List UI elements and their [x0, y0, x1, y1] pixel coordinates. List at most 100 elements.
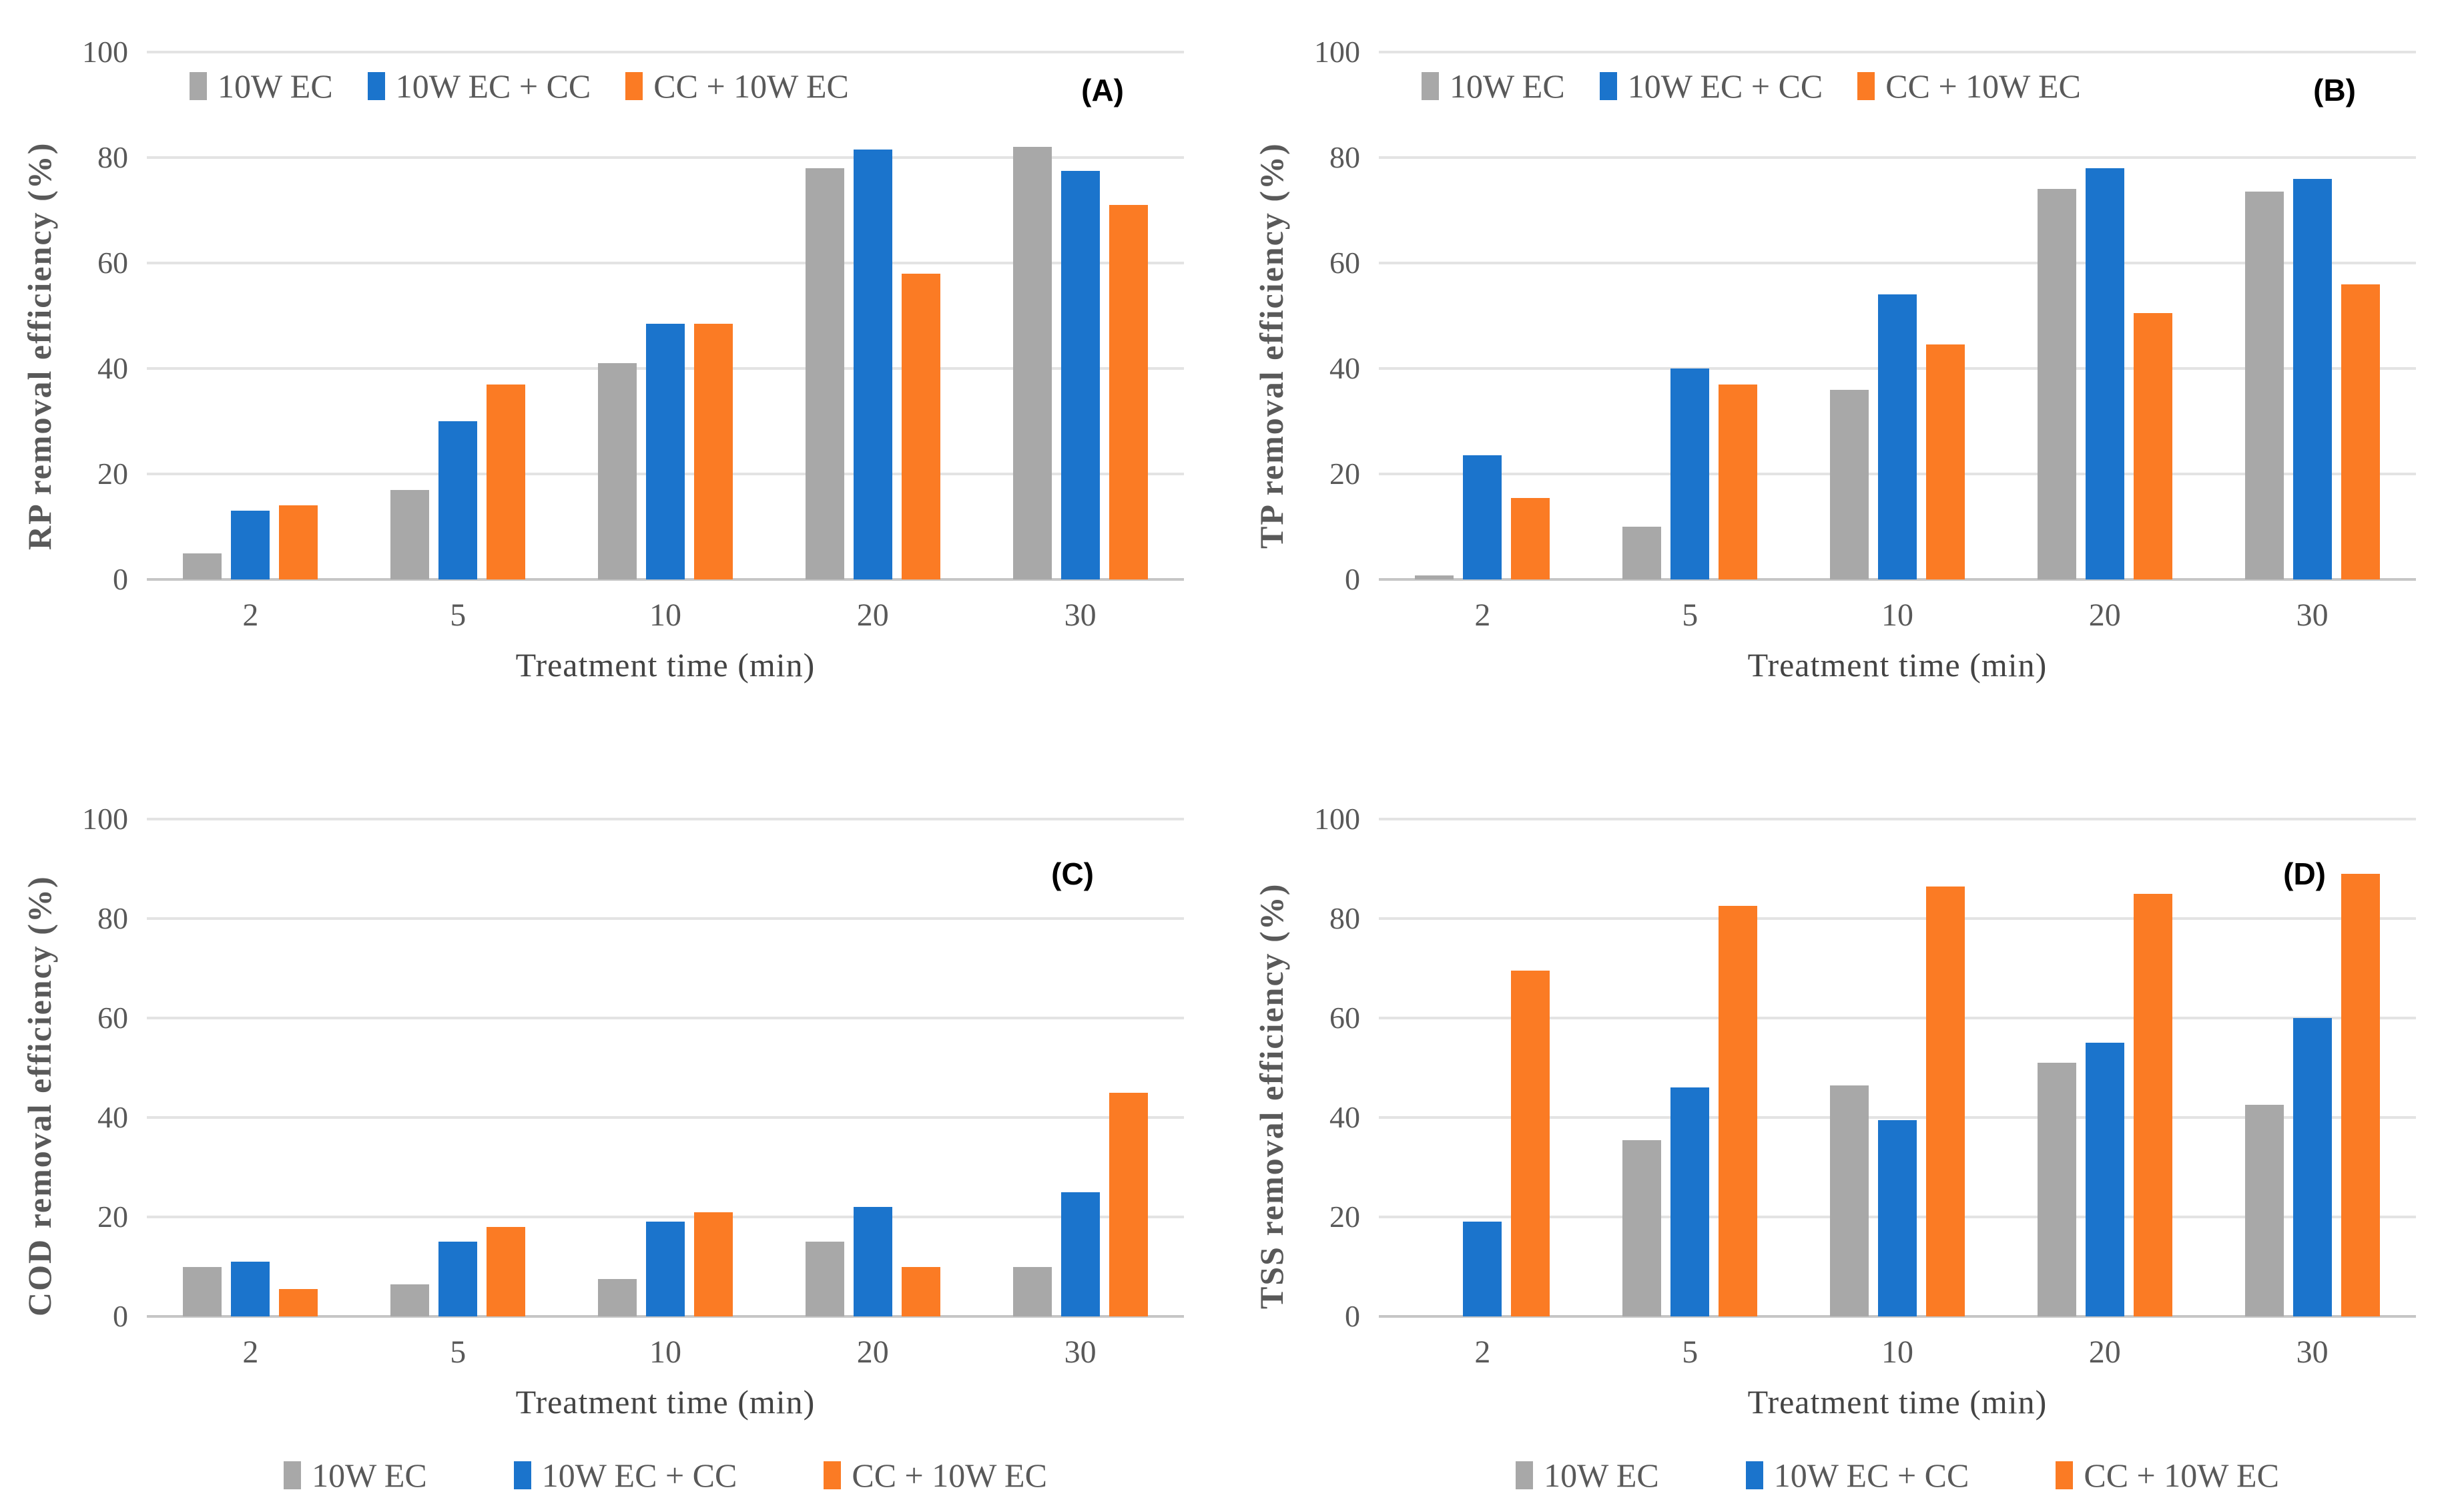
y-tick-label: 0 — [113, 562, 128, 596]
bar-groups — [147, 52, 1184, 579]
bar-group — [805, 52, 940, 579]
bar-10w-ec-cc — [645, 1222, 685, 1316]
legend-swatch — [824, 1461, 842, 1489]
bar-10w-ec — [597, 1279, 637, 1316]
bar-groups — [147, 819, 1184, 1316]
bar-cc-10w-ec — [2133, 313, 2172, 579]
legend-item: 10W EC + CC — [1745, 1456, 1969, 1495]
bar-cc-10w-ec — [1511, 971, 1550, 1316]
bar-cc-10w-ec — [901, 273, 940, 579]
legend-swatch — [284, 1461, 302, 1489]
bar-group — [1622, 52, 1758, 579]
bar-group — [1012, 52, 1148, 579]
y-tick-label: 80 — [1329, 901, 1360, 935]
x-tick-label: 30 — [2296, 597, 2329, 633]
bar-cc-10w-ec — [1719, 384, 1758, 579]
legend-item: 10W EC — [1422, 67, 1565, 105]
panel-label: (C) — [1051, 856, 1094, 891]
y-tick-label: 100 — [82, 802, 128, 836]
bar-10w-ec-cc — [1463, 1222, 1502, 1316]
y-tick-label: 0 — [113, 1299, 128, 1333]
x-axis-title: Treatment time (min) — [1747, 646, 2048, 684]
bar-cc-10w-ec — [1925, 344, 1965, 579]
bar-10w-ec — [805, 1242, 844, 1316]
chart-column: (D) 2 5 10 20 30 Treatment time (min) 10W EC… — [1379, 818, 2464, 1495]
y-axis-title: RP removal efficiency (%) — [21, 142, 58, 550]
bar-10w-ec — [2244, 1105, 2284, 1316]
bar-cc-10w-ec — [2341, 873, 2380, 1316]
y-tick-label: 80 — [1329, 140, 1360, 174]
y-tick-label: 60 — [1329, 246, 1360, 280]
plot-area: 10W EC 10W EC + CC CC + 10W EC (A) — [147, 51, 1184, 581]
bar-10w-ec — [1829, 1085, 1869, 1316]
legend-label: 10W EC + CC — [395, 67, 591, 105]
x-tick-label: 20 — [2088, 1334, 2121, 1370]
legend-item: CC + 10W EC — [625, 67, 849, 105]
legend-item: 10W EC + CC — [1599, 67, 1823, 105]
y-tick-label: 60 — [97, 1001, 128, 1035]
x-tick-label: 2 — [242, 597, 259, 633]
bar-10w-ec-cc — [2292, 178, 2332, 579]
y-tick-label: 100 — [82, 35, 128, 69]
bar-10w-ec — [1622, 1140, 1662, 1316]
bar-10w-ec-cc — [1463, 455, 1502, 579]
y-axis-ticks: 0 20 40 60 80 100 — [1300, 37, 1379, 595]
legend-swatch — [1599, 72, 1617, 100]
bar-10w-ec-cc — [2085, 1043, 2124, 1316]
bar-10w-ec — [1415, 575, 1454, 579]
bar-group — [2037, 819, 2172, 1316]
bar-cc-10w-ec — [901, 1266, 940, 1316]
y-axis-title: TSS removal efficiency (%) — [1253, 883, 1290, 1310]
chart-panel-c: COD removal efficiency (%) 0 20 40 60 80 100 … — [0, 756, 1232, 1512]
bar-10w-ec-cc — [2085, 168, 2124, 579]
y-tick-label: 0 — [1345, 562, 1360, 596]
gridline — [1379, 156, 2416, 159]
gridline — [147, 1116, 1184, 1119]
bar-cc-10w-ec — [1511, 497, 1550, 579]
y-axis-ticks: 0 20 40 60 80 100 — [1300, 804, 1379, 1332]
y-tick-label: 20 — [97, 1200, 128, 1234]
x-tick-label: 5 — [450, 1334, 467, 1370]
bar-cc-10w-ec — [2133, 893, 2172, 1316]
x-tick-label: 2 — [1474, 597, 1491, 633]
chart-column: (C) 2 5 10 20 30 Treatment time (min) 10W EC… — [147, 818, 1232, 1495]
legend-swatch — [1516, 1461, 1534, 1489]
legend-swatch — [1857, 72, 1875, 100]
gridline — [147, 818, 1184, 820]
x-axis-line — [1379, 578, 2416, 581]
y-tick-label: 100 — [1314, 802, 1360, 836]
bar-cc-10w-ec — [279, 1289, 318, 1316]
y-tick-label: 60 — [97, 246, 128, 280]
bar-group — [1415, 52, 1550, 579]
legend-label: CC + 10W EC — [1885, 67, 2081, 105]
plot-area: 10W EC 10W EC + CC CC + 10W EC (B) — [1379, 51, 2416, 581]
bar-10w-ec-cc — [645, 323, 685, 579]
bar-group — [1415, 819, 1550, 1316]
y-tick-label: 60 — [1329, 1001, 1360, 1035]
legend-label: CC + 10W EC — [2084, 1457, 2279, 1494]
gridline — [147, 51, 1184, 53]
x-tick-label: 30 — [1064, 597, 1097, 633]
bar-10w-ec-cc — [2292, 1018, 2332, 1316]
legend: 10W EC 10W EC + CC CC + 10W EC — [1379, 1456, 2416, 1495]
x-tick-label: 5 — [450, 597, 467, 633]
bar-cc-10w-ec — [487, 384, 526, 579]
bar-10w-ec — [1012, 147, 1052, 579]
bar-group — [1012, 819, 1148, 1316]
legend-label: 10W EC + CC — [1773, 1457, 1969, 1494]
bar-10w-ec — [1622, 527, 1662, 579]
chart-panel-b: TP removal efficiency (%) 0 20 40 60 80 100 1… — [1232, 0, 2464, 756]
bar-10w-ec-cc — [1670, 368, 1710, 579]
bar-group — [2244, 819, 2380, 1316]
chart-column: 10W EC 10W EC + CC CC + 10W EC (B) 2 5 10 20 3… — [1379, 51, 2464, 684]
bar-10w-ec — [183, 553, 222, 579]
legend-item: 10W EC — [190, 67, 333, 105]
plot-area: (D) — [1379, 818, 2416, 1318]
legend-item: CC + 10W EC — [1857, 67, 2081, 105]
y-tick-label: 20 — [1329, 1200, 1360, 1234]
gridline — [1379, 1116, 2416, 1119]
y-tick-label: 40 — [97, 351, 128, 385]
bar-groups — [1379, 819, 2416, 1316]
bar-10w-ec-cc — [231, 1262, 270, 1316]
legend-label: 10W EC — [218, 67, 333, 105]
